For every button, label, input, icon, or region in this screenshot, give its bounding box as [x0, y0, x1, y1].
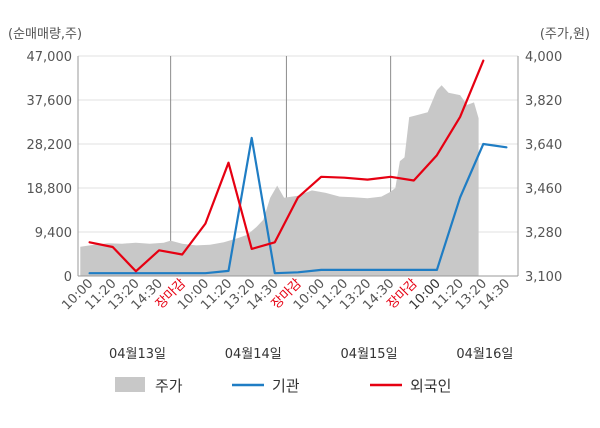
legend-label: 주가 — [155, 377, 183, 395]
right-axis-unit: (주가,원) — [540, 27, 590, 42]
series-line-institution — [88, 136, 508, 275]
left-tick-label: 9,400 — [35, 226, 72, 241]
date-label: 04월14일 — [225, 347, 282, 362]
legend-label: 기관 — [272, 377, 300, 395]
series-line-foreign — [88, 59, 485, 273]
left-tick-label: 18,800 — [27, 182, 73, 197]
legend-label: 외국인 — [410, 377, 451, 395]
price-area-series — [80, 85, 479, 276]
left-axis-ticks: 47,000 37,600 28,200 18,800 9,400 0 — [27, 50, 73, 285]
left-tick-label: 28,200 — [27, 138, 73, 153]
left-tick-label: 37,600 — [27, 94, 73, 109]
plot-frame — [77, 56, 519, 277]
series-lines — [88, 59, 508, 275]
price-area — [80, 85, 479, 276]
right-tick-label: 3,100 — [525, 270, 562, 285]
right-tick-label: 3,460 — [525, 182, 562, 197]
right-axis-ticks: 4,000 3,820 3,640 3,460 3,280 3,100 — [525, 50, 562, 285]
right-tick-label: 3,640 — [525, 138, 562, 153]
x-axis-ticks: 10:0011:2013:2014:30장마감10:0011:2013:2014… — [59, 276, 513, 313]
left-tick-label: 47,000 — [27, 50, 73, 65]
right-tick-label: 4,000 — [525, 50, 562, 65]
left-axis-unit: (순매매량,주) — [8, 27, 82, 42]
right-tick-label: 3,820 — [525, 94, 562, 109]
date-labels: 04월13일 04월14일 04월15일 04월16일 — [109, 347, 513, 362]
date-label: 04월15일 — [341, 347, 398, 362]
legend-swatch-area — [115, 377, 145, 392]
left-tick-label: 0 — [64, 270, 72, 285]
date-label: 04월16일 — [456, 347, 513, 362]
date-label: 04월13일 — [109, 347, 166, 362]
right-tick-label: 3,280 — [525, 226, 562, 241]
legend: 주가 기관 외국인 — [115, 377, 451, 395]
